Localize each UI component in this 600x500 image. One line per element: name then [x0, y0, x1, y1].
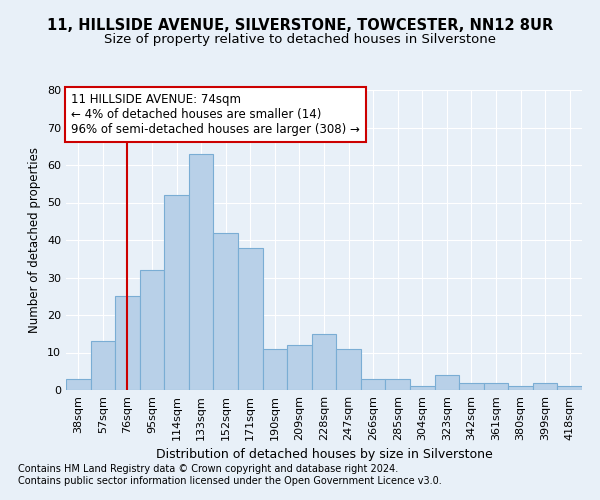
Bar [361, 379, 385, 390]
Bar [66, 379, 91, 390]
Bar [336, 349, 361, 390]
Text: Contains public sector information licensed under the Open Government Licence v3: Contains public sector information licen… [18, 476, 442, 486]
Bar [484, 382, 508, 390]
X-axis label: Distribution of detached houses by size in Silverstone: Distribution of detached houses by size … [155, 448, 493, 462]
Bar [140, 270, 164, 390]
Bar [557, 386, 582, 390]
Bar [91, 341, 115, 390]
Bar [214, 232, 238, 390]
Bar [189, 154, 214, 390]
Text: 11, HILLSIDE AVENUE, SILVERSTONE, TOWCESTER, NN12 8UR: 11, HILLSIDE AVENUE, SILVERSTONE, TOWCES… [47, 18, 553, 32]
Y-axis label: Number of detached properties: Number of detached properties [28, 147, 41, 333]
Bar [263, 349, 287, 390]
Bar [164, 195, 189, 390]
Bar [508, 386, 533, 390]
Bar [238, 248, 263, 390]
Bar [533, 382, 557, 390]
Bar [287, 345, 312, 390]
Bar [385, 379, 410, 390]
Text: 11 HILLSIDE AVENUE: 74sqm
← 4% of detached houses are smaller (14)
96% of semi-d: 11 HILLSIDE AVENUE: 74sqm ← 4% of detach… [71, 93, 360, 136]
Text: Size of property relative to detached houses in Silverstone: Size of property relative to detached ho… [104, 32, 496, 46]
Bar [434, 375, 459, 390]
Bar [459, 382, 484, 390]
Text: Contains HM Land Registry data © Crown copyright and database right 2024.: Contains HM Land Registry data © Crown c… [18, 464, 398, 474]
Bar [410, 386, 434, 390]
Bar [115, 296, 140, 390]
Bar [312, 334, 336, 390]
